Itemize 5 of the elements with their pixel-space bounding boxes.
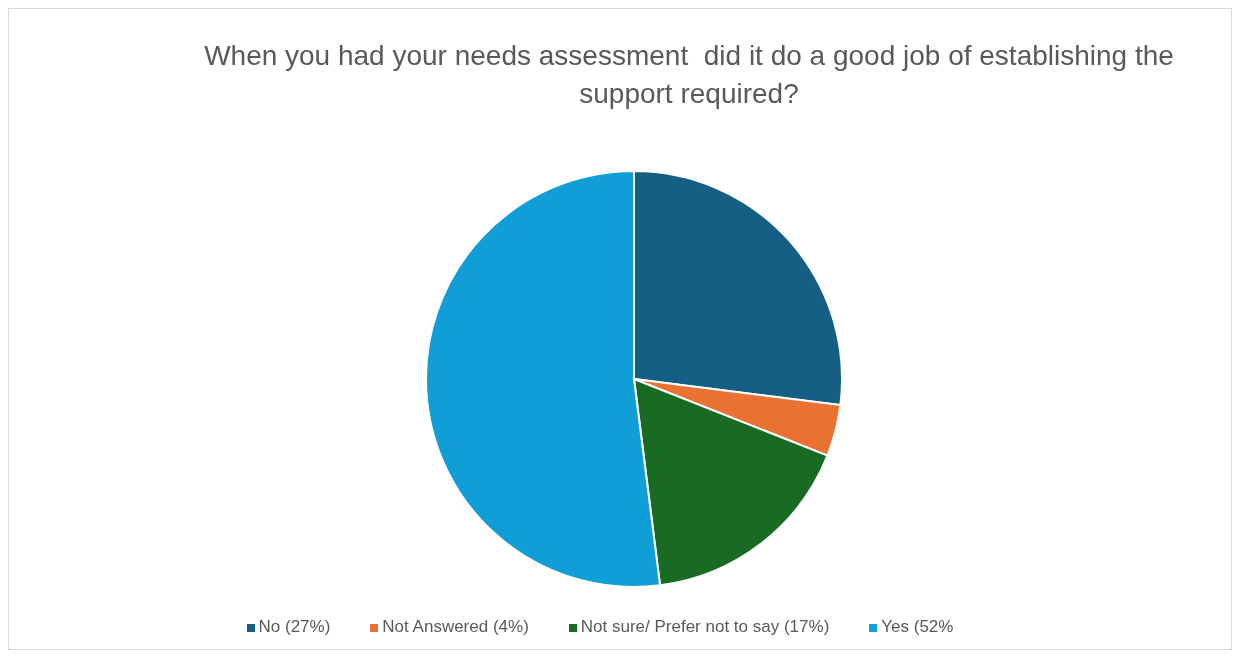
legend-label: No (27%) bbox=[258, 617, 331, 636]
legend-label: Not sure/ Prefer not to say (17%) bbox=[580, 617, 830, 636]
legend-label: Yes (52% bbox=[881, 617, 954, 636]
chart-title: When you had your needs assessment did it do a good job of establishing the support required? bbox=[203, 39, 1175, 111]
legend-label: Not Answered (4%) bbox=[382, 617, 529, 636]
